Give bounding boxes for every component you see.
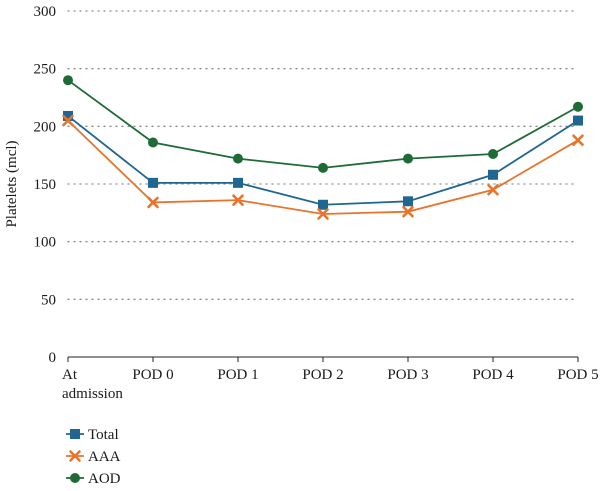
y-tick-label: 200 bbox=[34, 119, 57, 135]
series-total bbox=[63, 110, 583, 210]
data-point-total bbox=[63, 110, 73, 121]
x-tick-label: POD 1 bbox=[217, 367, 258, 383]
y-axis-title: Platelets (mcl) bbox=[4, 140, 20, 227]
data-point-total bbox=[233, 177, 243, 188]
x-tick-labels: At admission POD 0 POD 1 POD 2 POD 3 POD 4 POD … bbox=[62, 367, 599, 402]
legend-label: AOD bbox=[88, 471, 121, 487]
legend-item-aod: AOD bbox=[66, 471, 121, 487]
legend-marker-aod bbox=[70, 473, 80, 483]
legend-marker-aaa bbox=[69, 450, 81, 462]
legend-marker-total bbox=[70, 429, 80, 439]
y-tick-label: 100 bbox=[34, 235, 57, 251]
data-point-aod bbox=[63, 75, 73, 86]
data-point-total bbox=[573, 115, 583, 126]
series-line-aod bbox=[67, 79, 579, 169]
data-point-total bbox=[318, 199, 328, 210]
y-tick-label: 150 bbox=[34, 177, 57, 193]
x-tick-label: POD 2 bbox=[302, 367, 343, 383]
data-point-aaa bbox=[572, 134, 584, 146]
series-aod bbox=[63, 75, 583, 173]
axes bbox=[67, 356, 579, 362]
data-point-aod bbox=[403, 153, 413, 164]
data-point-aod bbox=[318, 162, 328, 173]
legend: Total AAA AOD bbox=[66, 427, 121, 487]
data-point-aaa bbox=[147, 196, 159, 209]
x-tick-label: POD 4 bbox=[472, 367, 514, 383]
data-point-aaa bbox=[402, 205, 414, 218]
data-point-aaa bbox=[317, 208, 329, 220]
data-point-aaa bbox=[487, 183, 499, 196]
y-tick-labels: 0 50 100 150 200 250 300 bbox=[34, 4, 57, 366]
x-tick-label: At bbox=[62, 367, 78, 383]
data-point-aod bbox=[488, 149, 498, 160]
series-group bbox=[62, 75, 584, 220]
data-point-aod bbox=[573, 101, 583, 112]
y-tick-label: 250 bbox=[34, 62, 57, 78]
data-point-total bbox=[148, 177, 158, 188]
x-tick-label: POD 3 bbox=[387, 367, 428, 383]
data-point-aaa bbox=[232, 194, 244, 206]
x-tick-label: POD 0 bbox=[132, 367, 173, 383]
data-point-total bbox=[403, 196, 413, 207]
x-tick-label: admission bbox=[62, 386, 123, 402]
legend-label: Total bbox=[88, 427, 119, 443]
legend-item-total: Total bbox=[66, 427, 119, 443]
series-line-total bbox=[67, 115, 579, 206]
legend-label: AAA bbox=[88, 449, 121, 465]
series-aaa bbox=[62, 114, 584, 220]
x-tick-label: POD 5 bbox=[557, 367, 598, 383]
data-point-aaa bbox=[62, 114, 74, 127]
legend-item-aaa: AAA bbox=[66, 449, 121, 465]
y-tick-label: 50 bbox=[41, 292, 56, 308]
data-point-total bbox=[488, 169, 498, 180]
grid-lines bbox=[67, 10, 579, 300]
data-point-aod bbox=[148, 137, 158, 148]
y-tick-label: 300 bbox=[34, 4, 57, 20]
data-point-aod bbox=[233, 153, 243, 164]
y-tick-label: 0 bbox=[49, 350, 57, 366]
